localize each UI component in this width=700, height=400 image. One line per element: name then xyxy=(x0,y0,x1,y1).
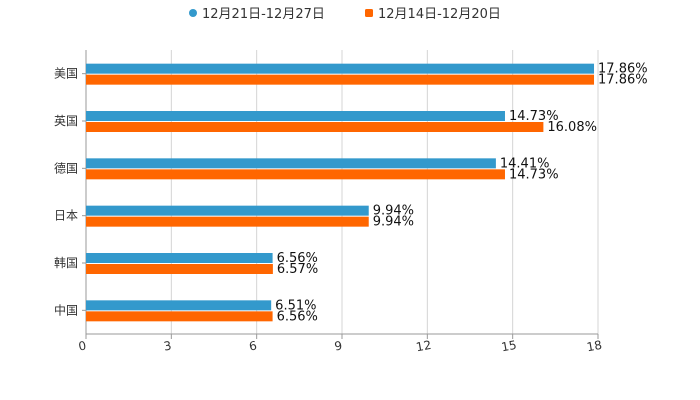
bar-series-1 xyxy=(86,63,595,74)
bar-series-2 xyxy=(86,216,369,227)
bar-series-2 xyxy=(86,74,595,85)
category-label: 美国 xyxy=(54,67,78,81)
category-label: 日本 xyxy=(54,209,78,223)
x-tick-label: 0 xyxy=(77,339,87,354)
data-label-series-2: 17.86% xyxy=(598,73,648,88)
legend-label-series-2: 12月14日-12月20日 xyxy=(378,7,501,22)
bar-series-2 xyxy=(86,122,544,132)
x-tick-label: 6 xyxy=(248,339,258,354)
data-label-series-2: 6.57% xyxy=(277,262,318,277)
legend-marker-series-1 xyxy=(189,9,197,17)
bars xyxy=(86,63,595,322)
data-label-series-1: 14.73% xyxy=(509,109,559,124)
x-tick-label: 15 xyxy=(500,338,517,354)
data-label-series-1: 6.51% xyxy=(275,298,316,313)
bar-series-2 xyxy=(86,311,273,322)
data-label-series-2: 9.94% xyxy=(373,215,414,230)
legend-label-series-1: 12月21日-12月27日 xyxy=(202,7,325,22)
data-label-series-1: 9.94% xyxy=(373,204,414,219)
x-tick-label: 12 xyxy=(415,338,432,354)
bar-series-1 xyxy=(86,205,369,216)
axes xyxy=(82,50,599,339)
category-label: 德国 xyxy=(54,160,78,175)
bar-series-2 xyxy=(86,169,505,180)
x-tick-label: 18 xyxy=(586,338,603,354)
category-label: 英国 xyxy=(54,114,78,128)
x-tick-label: 9 xyxy=(333,339,343,354)
data-label-series-1: 17.86% xyxy=(598,62,648,77)
gridlines xyxy=(85,50,599,334)
category-label: 韩国 xyxy=(54,255,78,270)
data-label-series-1: 14.41% xyxy=(500,156,550,171)
data-label-series-2: 16.08% xyxy=(547,120,597,135)
bar-series-1 xyxy=(86,253,273,263)
bar-series-1 xyxy=(86,158,496,169)
x-tick-label: 3 xyxy=(163,339,173,354)
bar-series-1 xyxy=(86,300,272,311)
bar-series-2 xyxy=(86,264,273,274)
category-label: 中国 xyxy=(54,302,78,317)
data-label-series-2: 14.73% xyxy=(509,167,559,182)
legend: 12月21日-12月27日 12月14日-12月20日 xyxy=(189,7,501,22)
data-label-series-2: 6.56% xyxy=(277,309,318,324)
data-label-series-1: 6.56% xyxy=(277,251,318,266)
bar-series-1 xyxy=(86,111,505,121)
legend-marker-series-2 xyxy=(365,9,373,17)
